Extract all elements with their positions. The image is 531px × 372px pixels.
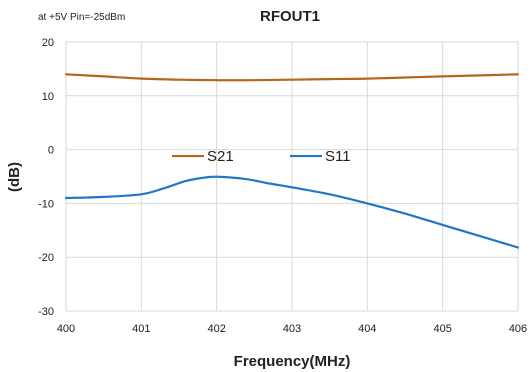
chart-annotation: at +5V Pin=-25dBm <box>38 12 125 23</box>
x-tick-label-6: 406 <box>509 323 527 335</box>
y-tick-label-1: 10 <box>42 91 54 103</box>
series-line-s11 <box>64 175 520 249</box>
gridlines <box>65 41 519 312</box>
y-tick-label-3: -10 <box>38 198 54 210</box>
x-tick-label-1: 401 <box>132 323 150 335</box>
x-tick-label-0: 400 <box>57 323 75 335</box>
y-tick-label-5: -30 <box>38 306 54 318</box>
x-tick-label-5: 405 <box>433 323 451 335</box>
y-axis-title: (dB) <box>6 162 23 192</box>
legend: S21 S11 <box>172 148 351 165</box>
y-tick-label-0: 20 <box>42 37 54 49</box>
series-line-s21 <box>64 73 520 82</box>
series-lines <box>64 73 520 249</box>
legend-label-s21: S21 <box>207 148 234 165</box>
legend-label-s11: S11 <box>325 148 351 165</box>
chart-title: RFOUT1 <box>260 8 320 25</box>
x-tick-label-3: 403 <box>283 323 301 335</box>
x-tick-label-4: 404 <box>358 323 376 335</box>
y-tick-label-2: 0 <box>48 145 54 157</box>
x-axis-title: Frequency(MHz) <box>234 353 351 370</box>
y-tick-label-4: -20 <box>38 252 54 264</box>
x-tick-label-2: 402 <box>207 323 225 335</box>
